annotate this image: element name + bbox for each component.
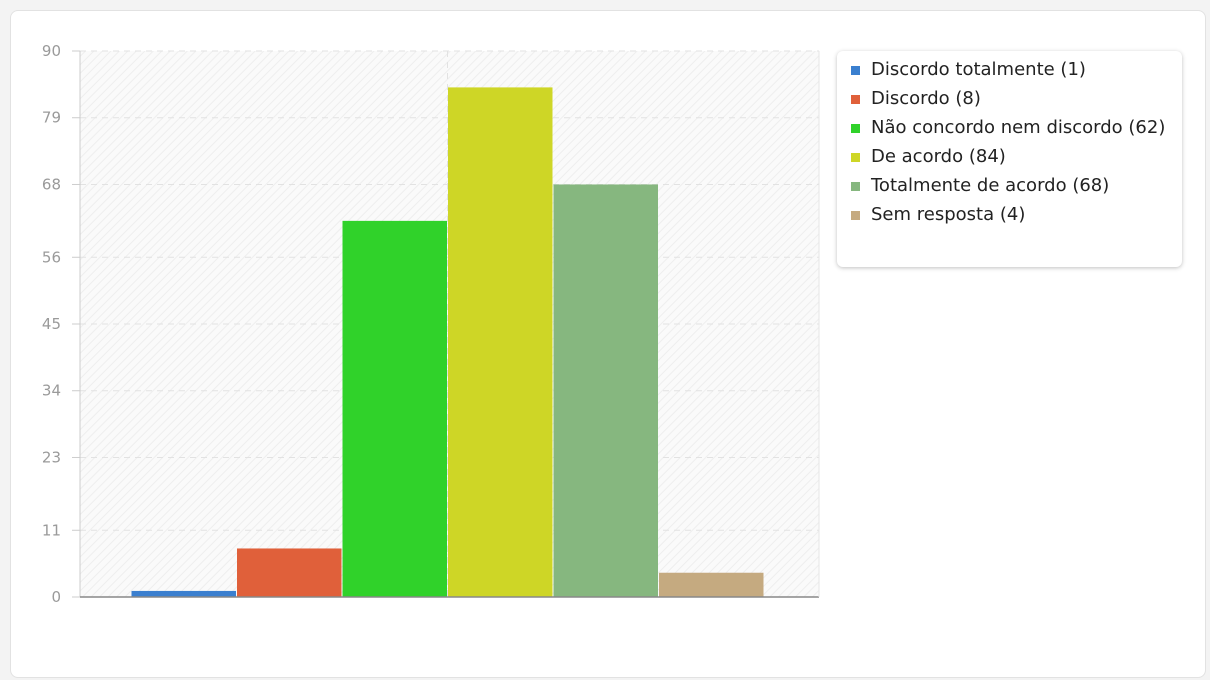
chart-legend: Discordo totalmente (1) Discordo (8) Não c…	[837, 51, 1182, 267]
legend-item[interactable]: Sem resposta (4)	[851, 200, 1182, 229]
bar-de-acordo[interactable]	[448, 87, 553, 598]
legend-swatch	[851, 124, 860, 133]
legend-label: Discordo totalmente (1)	[871, 59, 1086, 80]
legend-swatch	[851, 211, 860, 220]
legend-swatch	[851, 182, 860, 191]
legend-swatch	[851, 153, 860, 162]
y-tick-label: 0	[51, 588, 61, 606]
y-tick-label: 23	[42, 448, 61, 466]
bar-n-o-concordo-nem-discordo[interactable]	[342, 220, 448, 597]
bar-discordo-totalmente[interactable]	[131, 590, 237, 597]
legend-item[interactable]: De acordo (84)	[851, 142, 1182, 171]
bar-discordo[interactable]	[237, 548, 342, 597]
bar-totalmente-de-acordo[interactable]	[553, 184, 659, 597]
legend-item[interactable]: Totalmente de acordo (68)	[851, 171, 1182, 200]
legend-label: De acordo (84)	[871, 146, 1006, 167]
y-tick-label: 90	[42, 42, 61, 60]
legend-item[interactable]: Discordo (8)	[851, 84, 1182, 113]
legend-item[interactable]: Discordo totalmente (1)	[851, 55, 1182, 84]
bar-sem-resposta[interactable]	[659, 572, 764, 597]
y-tick-label: 45	[42, 315, 61, 333]
y-tick-label: 79	[42, 109, 61, 127]
legend-label: Sem resposta (4)	[871, 204, 1026, 225]
y-tick-label: 11	[42, 521, 61, 539]
y-tick-label: 34	[42, 382, 61, 400]
legend-swatch	[851, 95, 860, 104]
legend-label: Não concordo nem discordo (62)	[871, 117, 1166, 138]
legend-label: Discordo (8)	[871, 88, 981, 109]
y-tick-label: 68	[42, 175, 61, 193]
legend-swatch	[851, 66, 860, 75]
legend-label: Totalmente de acordo (68)	[871, 175, 1110, 196]
legend-item[interactable]: Não concordo nem discordo (62)	[851, 113, 1182, 142]
y-tick-label: 56	[42, 248, 61, 266]
